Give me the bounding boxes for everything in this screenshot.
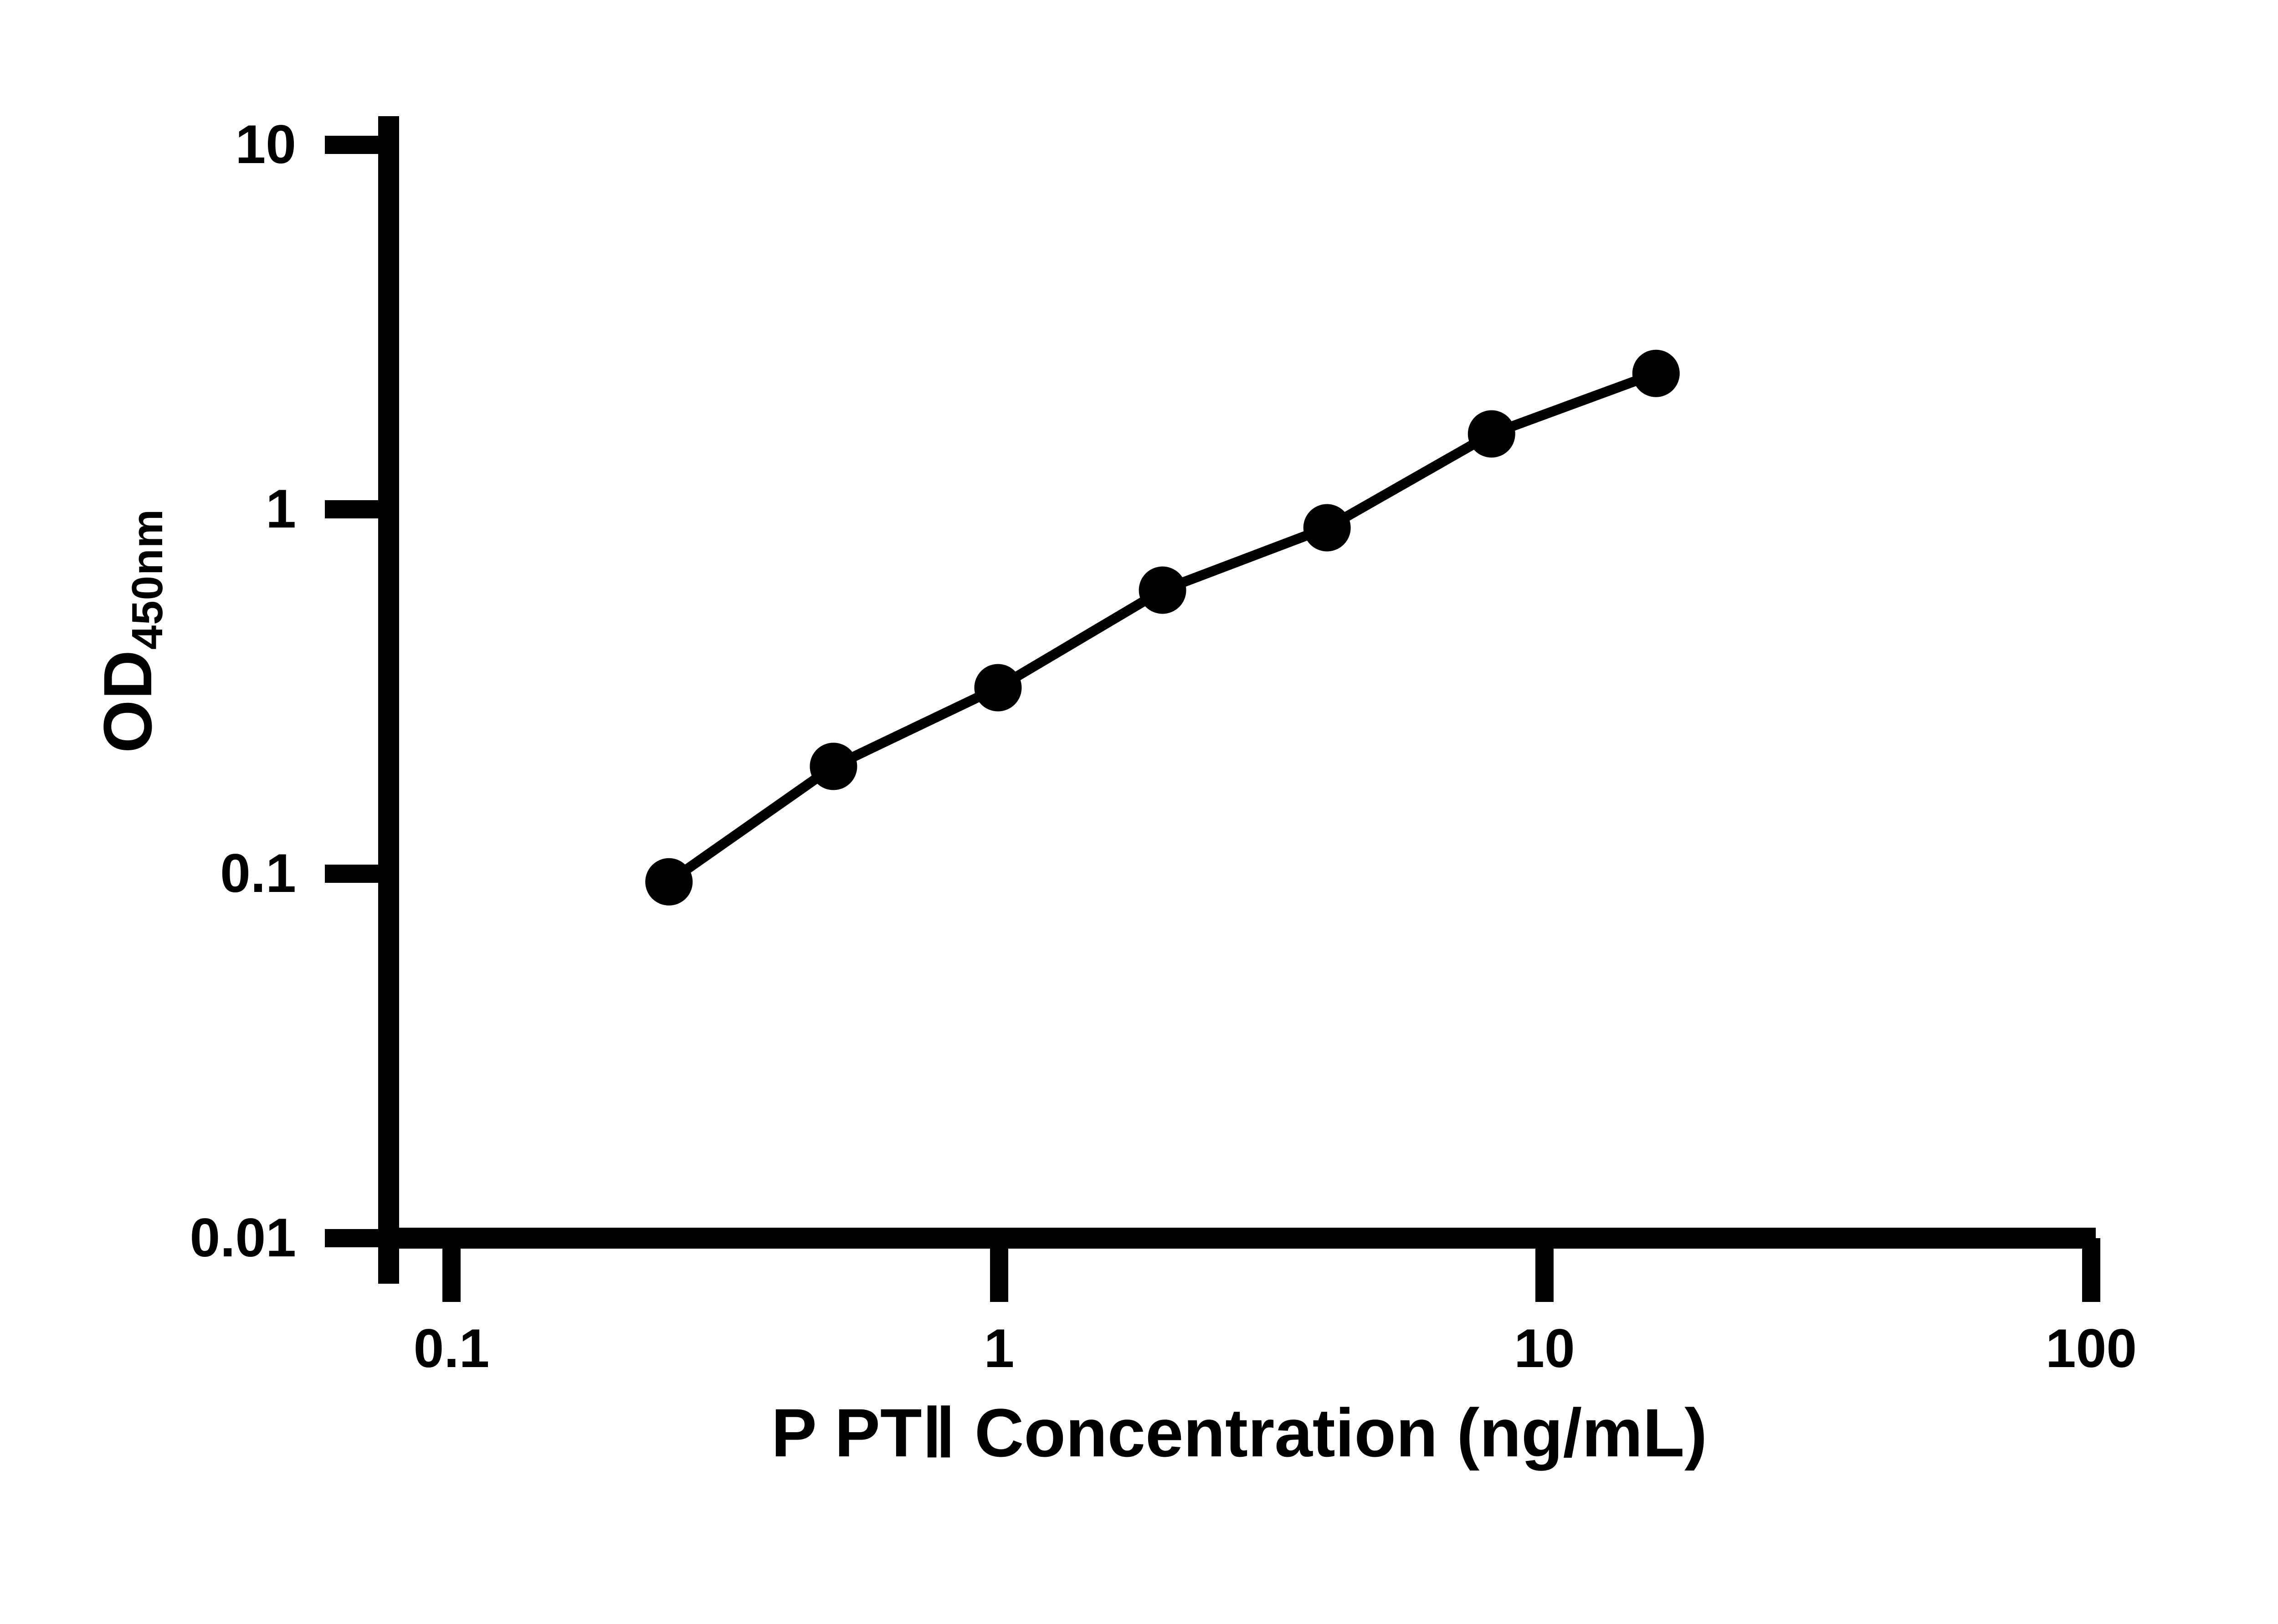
x-tick-label-10: 10 [1514,1318,1575,1379]
y-tick-label-0.1: 0.1 [220,843,296,904]
x-tick-label-0.1: 0.1 [413,1318,490,1379]
data-point [974,664,1022,712]
y-axis-ticks [325,136,389,1247]
y-tick-label-1: 1 [266,478,296,539]
y-axis-title-subscript: 450nm [123,508,172,650]
data-point [1139,566,1186,614]
x-axis-title: P PTⅡ Concentration (ng/mL) [771,1394,1708,1471]
data-point [810,743,857,790]
data-point [1632,349,1680,397]
data-point [645,858,693,906]
y-tick-label-10: 10 [235,114,296,175]
data-point [1303,504,1351,552]
y-axis-title: OD450nm [89,426,172,836]
data-point [1467,410,1515,458]
x-axis-ticks [442,1238,2100,1302]
data-series-markers [645,349,1680,906]
y-axis-title-main: OD [89,650,166,753]
y-tick-label-0.01: 0.01 [190,1207,296,1268]
x-tick-label-1: 1 [984,1318,1015,1379]
x-tick-label-100: 100 [2045,1318,2137,1379]
